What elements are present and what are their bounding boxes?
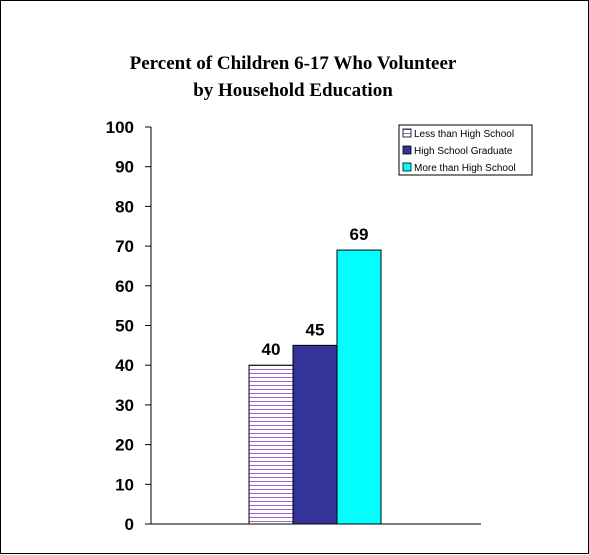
y-tick-label-90: 90 bbox=[115, 158, 134, 177]
bar-less-than-high-school bbox=[249, 365, 293, 524]
y-tick-label-10: 10 bbox=[115, 475, 134, 494]
chart-title-line-1: Percent of Children 6-17 Who Volunteer bbox=[130, 53, 457, 74]
y-tick-label-30: 30 bbox=[115, 396, 134, 415]
y-tick-label-0: 0 bbox=[125, 515, 134, 534]
y-tick-label-60: 60 bbox=[115, 277, 134, 296]
y-tick-label-100: 100 bbox=[106, 118, 134, 137]
bar-more-than-high-school bbox=[337, 250, 381, 524]
chart-title-line-2: by Household Education bbox=[193, 80, 393, 101]
y-tick-label-50: 50 bbox=[115, 317, 134, 336]
y-tick-label-80: 80 bbox=[115, 197, 134, 216]
legend-swatch-more-than-high-school bbox=[403, 163, 411, 171]
data-label-high-school-graduate: 45 bbox=[306, 320, 325, 339]
bar-high-school-graduate bbox=[293, 345, 337, 524]
data-label-less-than-high-school: 40 bbox=[262, 340, 281, 359]
legend-label-high-school-graduate: High School Graduate bbox=[414, 146, 513, 157]
legend-swatch-less-than-high-school bbox=[403, 129, 411, 137]
legend-swatch-high-school-graduate bbox=[403, 146, 411, 154]
legend: Less than High School High School Gradua… bbox=[399, 125, 532, 175]
legend-label-more-than-high-school: More than High School bbox=[414, 163, 516, 174]
plot-area: 40 45 69 0 10 20 30 40 50 60 70 80 90 100 bbox=[106, 118, 481, 534]
y-tick-label-40: 40 bbox=[115, 356, 134, 375]
data-label-more-than-high-school: 69 bbox=[350, 225, 369, 244]
y-tick-label-70: 70 bbox=[115, 237, 134, 256]
legend-label-less-than-high-school: Less than High School bbox=[414, 129, 514, 140]
y-tick-label-20: 20 bbox=[115, 436, 134, 455]
